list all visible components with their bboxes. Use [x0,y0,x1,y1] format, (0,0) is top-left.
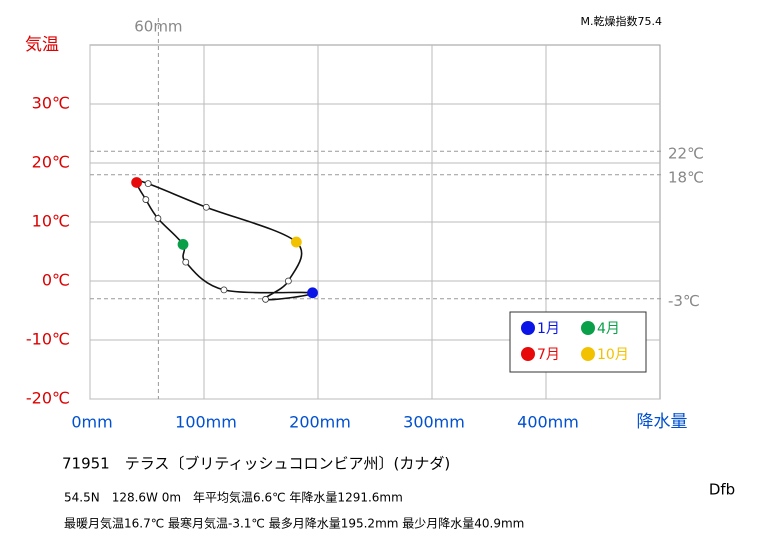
climate-class: Dfb [709,481,735,499]
legend-box [509,311,647,373]
month-point [154,215,162,222]
legend-swatch [581,321,595,335]
y-tick-label: -20℃ [26,389,70,408]
legend-swatch [581,347,595,361]
reference-label: 18℃ [668,168,704,186]
month-point [177,239,189,250]
reference-label: 22℃ [668,145,704,163]
station: 71951 テラス〔ブリティッシュコロンビア州〕(カナダ) [62,455,450,473]
reference-label: 60mm [134,18,182,36]
month-point [142,196,150,203]
month-point [144,180,152,188]
legend-label: 10月 [597,347,629,363]
month-point [290,236,302,248]
reference-label: -3℃ [668,292,700,310]
details-line: 最暖月気温16.7℃ 最寒月気温-3.1℃ 最多月降水量195.2mm 最少月降… [64,516,524,531]
y-tick-label: 0℃ [42,271,70,290]
legend-swatch [521,321,535,335]
month-point [284,277,292,285]
legend-swatch [521,347,535,361]
x-tick-label: 200mm [289,413,351,432]
y-tick-label: 10℃ [32,212,70,231]
legend-label: 7月 [537,347,560,363]
month-point [131,177,143,188]
x-tick-label: 400mm [517,413,579,432]
month-point [182,258,190,266]
x-tick-label: 100mm [175,413,237,432]
y-tick-label: 20℃ [32,153,70,172]
x-title: 降水量 [637,412,688,432]
details-line: 54.5N 128.6W 0m 年平均気温6.6℃ 年降水量1291.6mm [64,490,403,505]
aridity-index: M.乾燥指数75.4 [581,14,662,28]
legend-label: 1月 [537,321,560,337]
x-tick-label: 300mm [403,413,465,432]
y-title: 気温 [25,35,59,55]
month-point [262,295,269,303]
month-point [220,286,228,294]
y-tick-label: 30℃ [32,94,70,113]
month-point [202,203,210,211]
legend-label: 4月 [597,321,620,337]
month-point [307,287,318,299]
x-tick-label: 0mm [71,413,112,432]
y-tick-label: -10℃ [26,330,70,349]
